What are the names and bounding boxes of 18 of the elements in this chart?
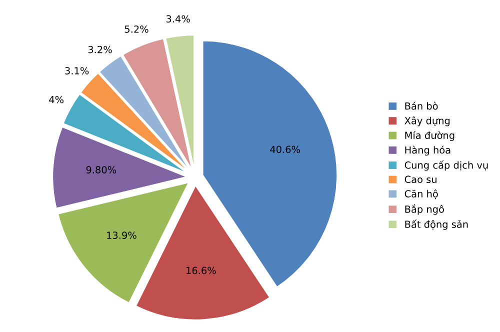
data-label: 4% xyxy=(49,96,64,104)
data-label: 9.80% xyxy=(86,166,116,174)
legend-label: Cung cấp dịch vụ xyxy=(404,160,488,171)
data-label: 40.6% xyxy=(270,146,300,154)
data-label: 3.4% xyxy=(166,15,190,23)
data-label: 5.2% xyxy=(124,25,148,33)
legend-label: Bán bò xyxy=(405,102,438,110)
legend-label: Bất động sản xyxy=(405,220,468,230)
legend-label: Hàng hóa xyxy=(405,146,450,156)
data-label: 13.9% xyxy=(107,232,136,239)
data-label: 16.6% xyxy=(186,266,216,274)
legend-label: Căn hộ xyxy=(404,190,438,200)
legend-label: Xây dựng xyxy=(404,116,450,126)
legend-label: Cao su xyxy=(404,176,436,184)
data-label: 3.1% xyxy=(65,67,89,74)
data-label: 3.2% xyxy=(88,46,112,54)
legend-label: Bắp ngô xyxy=(405,204,444,215)
legend-label: Mía đường xyxy=(405,131,454,141)
